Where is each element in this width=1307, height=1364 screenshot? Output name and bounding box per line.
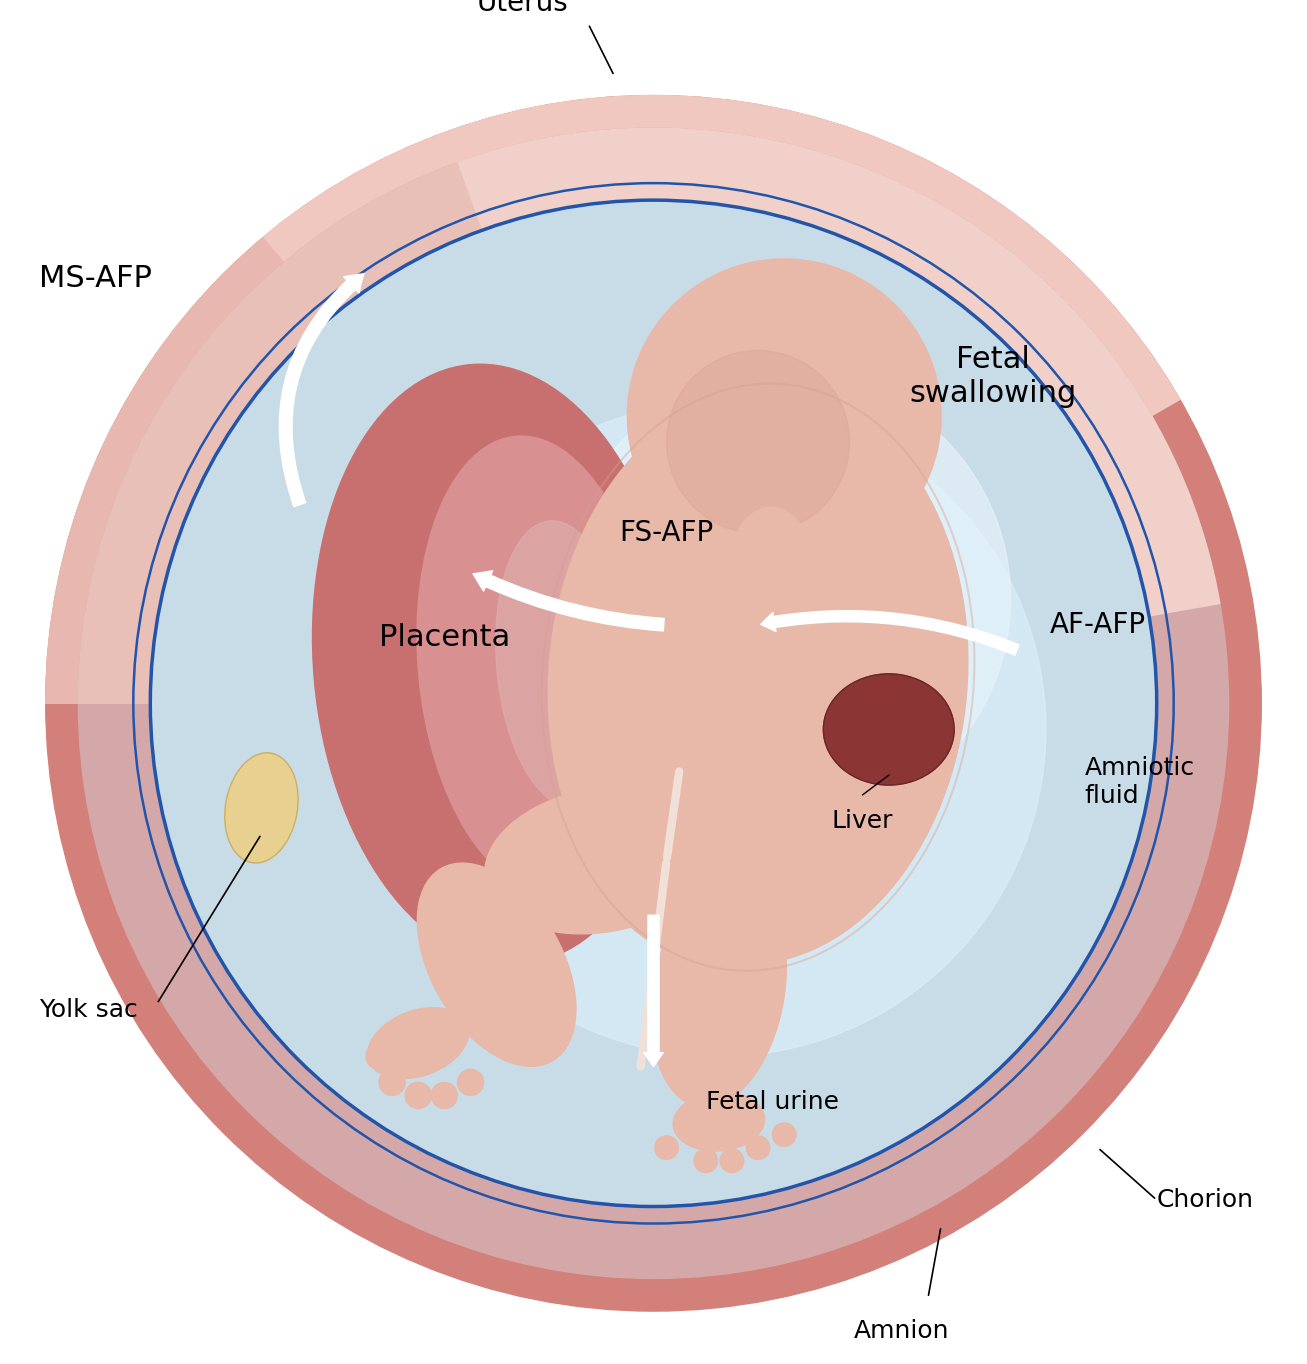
FancyArrowPatch shape xyxy=(644,915,663,1067)
Text: Amniotic
fluid: Amniotic fluid xyxy=(1085,756,1195,807)
Circle shape xyxy=(405,1083,431,1109)
Circle shape xyxy=(621,552,712,645)
Circle shape xyxy=(150,201,1157,1207)
Circle shape xyxy=(366,1043,392,1069)
Circle shape xyxy=(667,351,850,533)
Circle shape xyxy=(720,1148,744,1173)
Ellipse shape xyxy=(312,364,681,964)
FancyArrowPatch shape xyxy=(640,967,654,1067)
Wedge shape xyxy=(46,237,654,704)
Circle shape xyxy=(457,1069,484,1095)
FancyArrowPatch shape xyxy=(473,570,664,632)
FancyArrowPatch shape xyxy=(761,611,1019,655)
Circle shape xyxy=(379,1069,405,1095)
FancyArrowPatch shape xyxy=(667,772,680,858)
Ellipse shape xyxy=(732,507,810,612)
Circle shape xyxy=(772,1123,796,1146)
Ellipse shape xyxy=(823,674,954,786)
Circle shape xyxy=(694,1148,718,1173)
Circle shape xyxy=(655,1136,678,1159)
FancyArrowPatch shape xyxy=(280,274,363,506)
Circle shape xyxy=(746,1136,770,1159)
Circle shape xyxy=(46,95,1261,1311)
Ellipse shape xyxy=(417,436,655,892)
Text: FS-AFP: FS-AFP xyxy=(620,520,714,547)
Text: Chorion: Chorion xyxy=(1157,1188,1253,1213)
Text: AF-AFP: AF-AFP xyxy=(1050,611,1146,638)
Ellipse shape xyxy=(485,787,718,934)
Ellipse shape xyxy=(548,390,968,964)
Ellipse shape xyxy=(495,521,629,807)
Ellipse shape xyxy=(588,704,876,964)
Ellipse shape xyxy=(651,874,787,1108)
Text: Yolk sac: Yolk sac xyxy=(39,998,139,1023)
FancyArrowPatch shape xyxy=(654,863,667,962)
Circle shape xyxy=(392,402,1046,1057)
Text: MS-AFP: MS-AFP xyxy=(39,265,152,293)
Text: Fetal
swallowing: Fetal swallowing xyxy=(910,345,1077,408)
Circle shape xyxy=(558,372,1010,825)
Circle shape xyxy=(627,259,941,573)
Ellipse shape xyxy=(673,1093,765,1151)
Text: Placenta: Placenta xyxy=(379,623,510,652)
Wedge shape xyxy=(457,128,1219,704)
Circle shape xyxy=(78,128,1229,1278)
Text: Uterus: Uterus xyxy=(477,0,569,18)
Text: Amnion: Amnion xyxy=(853,1319,950,1342)
Ellipse shape xyxy=(367,1008,469,1079)
Circle shape xyxy=(582,566,647,632)
Wedge shape xyxy=(78,162,654,704)
Ellipse shape xyxy=(570,582,685,667)
Ellipse shape xyxy=(225,753,298,863)
Text: Fetal urine: Fetal urine xyxy=(706,1090,839,1114)
Wedge shape xyxy=(263,95,1180,704)
Circle shape xyxy=(431,1083,457,1109)
Ellipse shape xyxy=(417,863,576,1067)
Text: Liver: Liver xyxy=(831,809,894,833)
